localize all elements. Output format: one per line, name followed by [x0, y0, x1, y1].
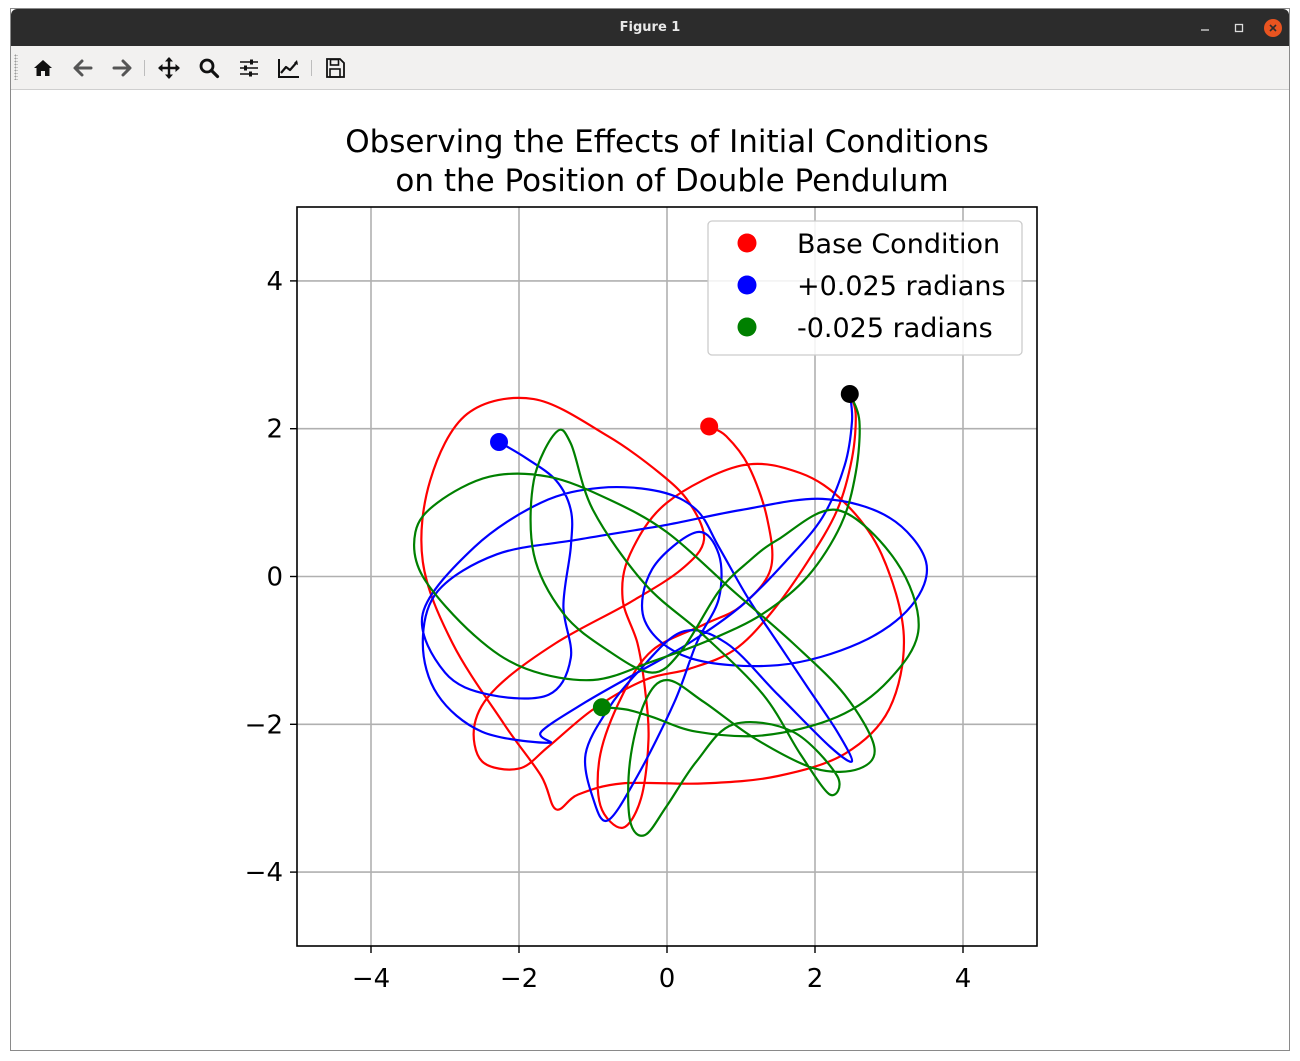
line-chart-icon	[278, 59, 299, 78]
grid-lines	[297, 207, 1037, 946]
legend-marker	[737, 233, 757, 253]
home-button[interactable]	[30, 55, 56, 81]
configure-subplots-button[interactable]	[236, 55, 262, 81]
window-title: Figure 1	[619, 20, 681, 35]
close-button-circle	[1264, 19, 1282, 37]
y-tick-label: 0	[266, 563, 283, 593]
sliders-icon	[240, 59, 258, 77]
save-icon	[326, 58, 345, 78]
arrow-right-icon	[112, 59, 132, 77]
x-tick-label: 2	[807, 964, 824, 994]
close-button[interactable]	[1263, 18, 1283, 38]
trajectory-points	[490, 384, 859, 717]
zoom-button[interactable]	[196, 55, 222, 81]
chart-title-line-2: on the Position of Double Pendulum	[395, 163, 948, 199]
edit-axis-button[interactable]	[276, 55, 302, 81]
navigation-toolbar	[11, 46, 1289, 90]
start-point	[840, 384, 859, 403]
maximize-icon	[1234, 23, 1244, 33]
series-end-point-2	[490, 433, 509, 452]
figure-window: Figure 1	[10, 8, 1290, 1051]
toolbar-grip[interactable]	[14, 54, 18, 80]
axis-ticks: −4 −2 0 2 4 −4 −2 0 2 4	[245, 267, 972, 994]
x-tick-label: 4	[955, 964, 972, 994]
y-tick-label: 4	[266, 267, 283, 297]
series-end-point-3	[592, 698, 611, 717]
toolbar-separator	[144, 60, 145, 76]
legend-marker	[737, 275, 757, 295]
save-button[interactable]	[322, 55, 348, 81]
arrow-left-icon	[73, 59, 93, 77]
title-bar[interactable]: Figure 1	[11, 9, 1289, 46]
zoom-icon	[199, 58, 220, 79]
figure-canvas[interactable]: Observing the Effects of Initial Conditi…	[11, 90, 1289, 1050]
legend-marker	[737, 317, 757, 337]
legend-box	[707, 220, 1023, 356]
pan-button[interactable]	[156, 55, 182, 81]
minimize-button[interactable]	[1195, 18, 1215, 38]
legend: Base Condition +0.025 radians -0.025 radia…	[707, 220, 1023, 356]
series-line-1	[420, 393, 906, 829]
x-tick-label: −2	[500, 964, 538, 994]
series-line-3	[412, 393, 920, 837]
x-tick-label: 0	[659, 964, 676, 994]
home-icon	[34, 60, 52, 76]
y-tick-label: −2	[245, 710, 283, 740]
forward-button[interactable]	[109, 55, 135, 81]
close-icon	[1269, 24, 1277, 32]
chart-title-line-1: Observing the Effects of Initial Conditi…	[345, 124, 989, 160]
series-end-point-1	[700, 417, 719, 436]
back-button[interactable]	[70, 55, 96, 81]
x-tick-label: −4	[352, 964, 390, 994]
legend-label: Base Condition	[797, 229, 1000, 260]
minimize-icon	[1201, 29, 1209, 31]
series-line-2	[420, 393, 928, 823]
toolbar-separator	[311, 60, 312, 76]
y-tick-label: −4	[245, 858, 283, 888]
plot-svg: Observing the Effects of Initial Conditi…	[245, 124, 1038, 994]
y-tick-label: 2	[266, 415, 283, 445]
trajectory-curves	[412, 393, 928, 837]
legend-label: -0.025 radians	[797, 313, 993, 344]
move-icon	[158, 57, 180, 79]
legend-label: +0.025 radians	[797, 271, 1006, 302]
maximize-button[interactable]	[1229, 18, 1249, 38]
